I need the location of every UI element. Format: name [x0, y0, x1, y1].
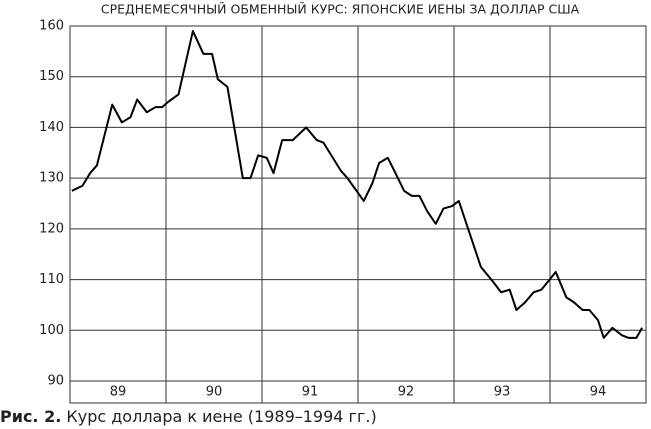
- x-tick-label: 89: [110, 385, 127, 400]
- y-tick-label: 140: [39, 120, 64, 135]
- chart-title: СРЕДНЕМЕСЯЧНЫЙ ОБМЕННЫЙ КУРС: ЯПОНСКИЕ И…: [101, 2, 580, 17]
- caption-text: Курс доллара к иене (1989–1994 гг.): [66, 407, 376, 426]
- y-tick-label: 100: [39, 323, 64, 338]
- x-tick-label: 90: [206, 385, 223, 400]
- y-tick-label: 130: [39, 171, 64, 186]
- y-tick-label: 150: [39, 69, 64, 84]
- x-tick-label: 93: [494, 385, 511, 400]
- caption: Рис. 2. Курс доллара к иене (1989–1994 г…: [0, 407, 377, 426]
- y-tick-label: 160: [39, 19, 64, 34]
- y-tick-label: 120: [39, 221, 64, 236]
- y-tick-label: 110: [39, 272, 64, 287]
- y-tick-label: 90: [47, 374, 64, 389]
- line-series: [71, 30, 644, 339]
- x-tick-label: 92: [398, 385, 415, 400]
- x-tick-label: 91: [302, 385, 319, 400]
- x-tick-label: 94: [590, 385, 607, 400]
- caption-label: Рис. 2.: [0, 407, 61, 426]
